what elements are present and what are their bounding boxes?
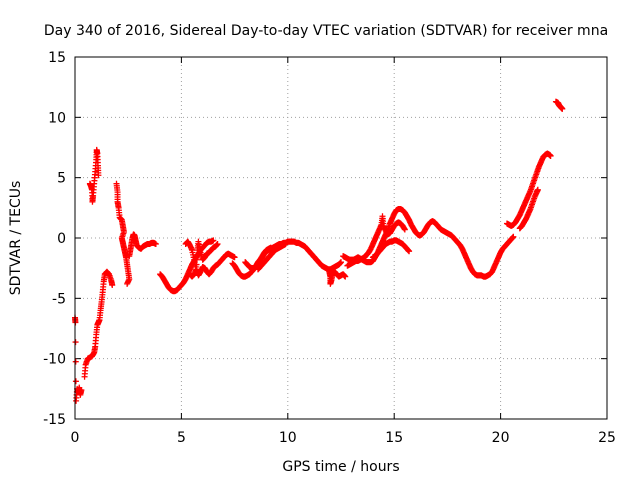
series-trace-13 xyxy=(340,206,517,280)
data-point xyxy=(210,237,217,244)
x-tick-label: 20 xyxy=(492,430,510,446)
y-tick-label: 5 xyxy=(57,171,66,187)
data-point xyxy=(72,358,79,365)
series-trace-11 xyxy=(255,241,289,273)
data-point xyxy=(559,105,566,112)
y-tick-label: -10 xyxy=(43,352,66,368)
y-axis-label: SDTVAR / TECUs xyxy=(8,181,24,296)
data-point xyxy=(124,280,131,287)
x-tick-label: 10 xyxy=(279,430,297,446)
x-tick-label: 0 xyxy=(71,430,80,446)
series-trace-16 xyxy=(503,150,554,229)
series-trace-4 xyxy=(113,180,133,287)
x-tick-label: 15 xyxy=(385,430,403,446)
plot-frame xyxy=(74,56,608,420)
series-trace-5 xyxy=(126,231,159,260)
series-trace-8 xyxy=(186,238,221,280)
data-point xyxy=(510,233,517,240)
data-point xyxy=(231,254,238,261)
data-point xyxy=(78,387,85,394)
series-trace-12 xyxy=(326,268,349,287)
data-point xyxy=(547,152,554,159)
series-trace-15 xyxy=(369,237,413,261)
series-trace-7 xyxy=(182,238,238,279)
y-tick-label: 0 xyxy=(57,231,66,247)
data-point xyxy=(214,241,221,248)
x-axis-label: GPS time / hours xyxy=(282,459,399,475)
data-point xyxy=(534,186,541,193)
data-point xyxy=(72,378,79,385)
data-point xyxy=(109,282,116,289)
data-point xyxy=(282,241,289,248)
x-tick-label: 5 xyxy=(177,430,186,446)
chart-title: Day 340 of 2016, Sidereal Day-to-day VTE… xyxy=(44,23,608,39)
data-points xyxy=(72,98,566,404)
y-tick-label: 10 xyxy=(48,110,66,126)
data-point xyxy=(338,259,344,266)
series-trace-14 xyxy=(344,213,408,269)
data-point xyxy=(406,248,413,255)
y-tick-labels: -15 -10 -5 0 5 10 15 xyxy=(43,50,66,428)
series-trace-18 xyxy=(552,98,566,112)
data-point xyxy=(152,241,159,248)
data-point xyxy=(401,226,408,233)
data-point xyxy=(72,339,79,346)
data-point xyxy=(342,273,349,280)
data-point xyxy=(95,172,102,179)
x-tick-labels: 0 5 10 15 20 25 xyxy=(71,430,616,446)
series-trace-3 xyxy=(86,146,102,205)
y-tick-label: 15 xyxy=(48,50,66,66)
series-trace-2 xyxy=(81,268,116,380)
y-tick-label: -5 xyxy=(52,291,66,307)
x-tick-label: 25 xyxy=(598,430,616,446)
y-tick-label: -15 xyxy=(43,412,66,428)
series-trace-17 xyxy=(516,186,541,232)
